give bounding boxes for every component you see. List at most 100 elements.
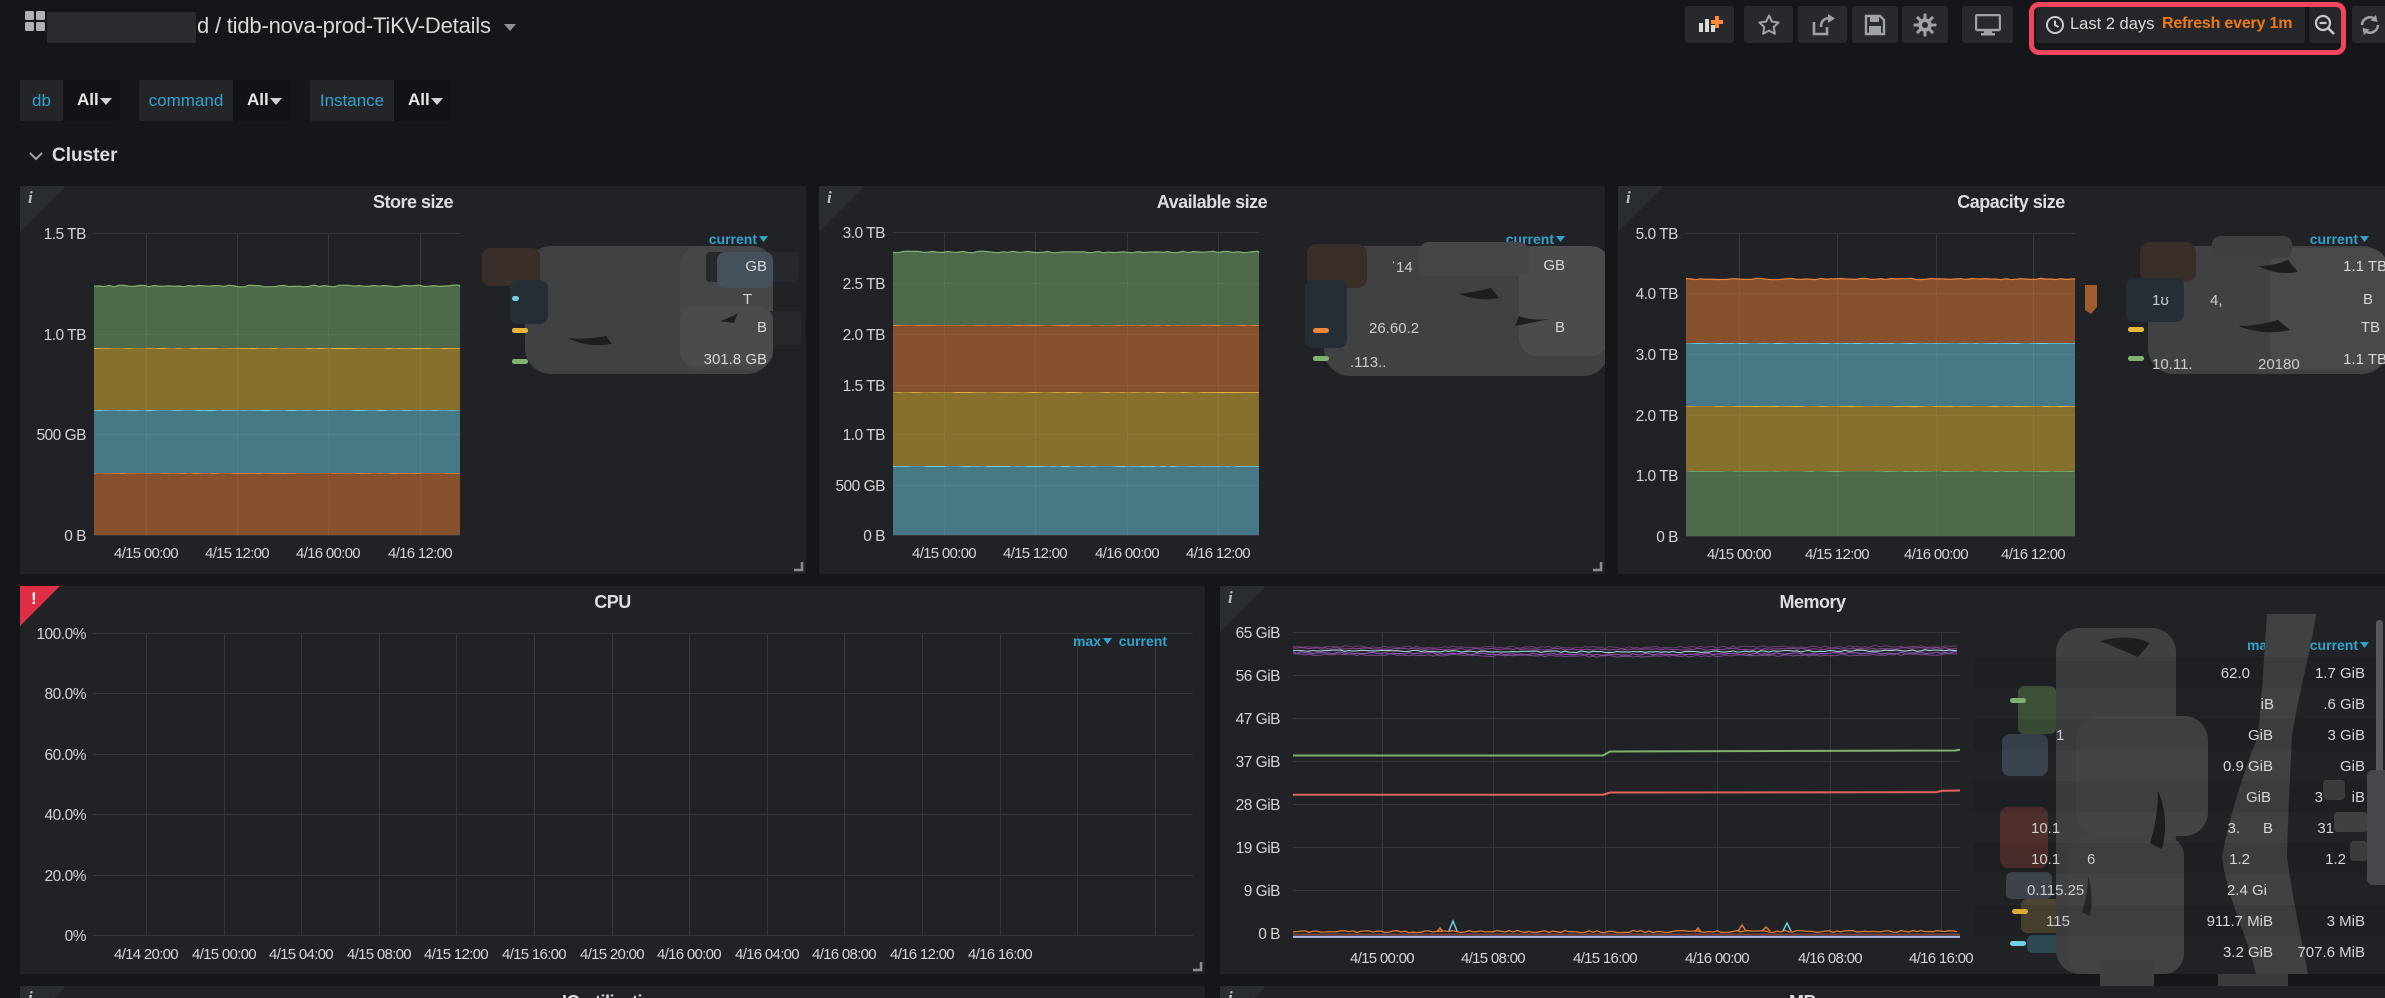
svg-text:4/15 12:00: 4/15 12:00 (424, 946, 488, 963)
svg-text:0.9 GiB: 0.9 GiB (2223, 758, 2273, 775)
svg-text:31: 31 (2317, 820, 2334, 837)
svg-text:4/15 08:00: 4/15 08:00 (1461, 950, 1525, 967)
svg-text:301.8 GB: 301.8 GB (704, 351, 767, 368)
svg-text:4/16 04:00: 4/16 04:00 (735, 946, 799, 963)
svg-text:iB: iB (2261, 696, 2274, 713)
svg-text:4,: 4, (2210, 292, 2223, 309)
svg-text:1.1 TB: 1.1 TB (2343, 351, 2385, 368)
svg-text:80.0%: 80.0% (45, 686, 87, 703)
svg-text:28 GiB: 28 GiB (1236, 797, 1281, 814)
svg-text:1.5 TB: 1.5 TB (44, 226, 87, 243)
svg-text:4/16 00:00: 4/16 00:00 (657, 946, 721, 963)
svg-text:current: current (709, 231, 758, 247)
svg-text:3.2 GiB: 3.2 GiB (2223, 944, 2273, 961)
svg-text:4/16 00:00: 4/16 00:00 (1685, 950, 1749, 967)
svg-text:4/16 08:00: 4/16 08:00 (812, 946, 876, 963)
svg-text:47 GiB: 47 GiB (1236, 711, 1281, 728)
svg-text:26.60.2: 26.60.2 (1369, 320, 1419, 337)
svg-text:4/15 00:00: 4/15 00:00 (1707, 546, 1771, 563)
svg-text:4/15 12:00: 4/15 12:00 (205, 545, 269, 562)
svg-text:1.0 TB: 1.0 TB (1636, 468, 1679, 485)
svg-text:GiB: GiB (2246, 789, 2271, 806)
svg-text:500 GB: 500 GB (36, 427, 86, 444)
svg-text:40.0%: 40.0% (45, 807, 87, 824)
svg-text:B: B (1555, 319, 1565, 336)
svg-text:B: B (2363, 291, 2373, 308)
svg-text:4.0 TB: 4.0 TB (1636, 286, 1679, 303)
svg-text:TB: TB (2361, 319, 2380, 336)
svg-text:9 GiB: 9 GiB (1244, 883, 1280, 900)
svg-text:4/16 12:00: 4/16 12:00 (388, 545, 452, 562)
svg-text:1.5 TB: 1.5 TB (843, 378, 886, 395)
svg-text:4/14 20:00: 4/14 20:00 (114, 946, 178, 963)
svg-text:2.0 TB: 2.0 TB (1636, 408, 1679, 425)
svg-text:4/15 12:00: 4/15 12:00 (1805, 546, 1869, 563)
svg-text:4/15 00:00: 4/15 00:00 (192, 946, 256, 963)
svg-text:4/16 12:00: 4/16 12:00 (2001, 546, 2065, 563)
svg-text:4/15 00:00: 4/15 00:00 (912, 545, 976, 562)
svg-text:GiB: GiB (2340, 758, 2365, 775)
svg-text:ˈ14: ˈ14 (1391, 259, 1413, 276)
svg-text:115: 115 (2046, 913, 2070, 930)
svg-text:current: current (2310, 231, 2359, 247)
svg-text:19 GiB: 19 GiB (1236, 840, 1281, 857)
svg-text:3.0 TB: 3.0 TB (843, 225, 886, 242)
svg-text:1.2: 1.2 (2229, 851, 2250, 868)
svg-text:56 GiB: 56 GiB (1236, 668, 1281, 685)
svg-text:0 B: 0 B (64, 528, 86, 545)
svg-text:4/15 16:00: 4/15 16:00 (1573, 950, 1637, 967)
svg-text:65 GiB: 65 GiB (1236, 625, 1281, 642)
svg-text:4/15 00:00: 4/15 00:00 (1350, 950, 1414, 967)
svg-text:4/15 00:00: 4/15 00:00 (114, 545, 178, 562)
svg-text:3.: 3. (2227, 820, 2240, 837)
svg-text:10.11.: 10.11. (2152, 356, 2193, 373)
svg-text:707.6 MiB: 707.6 MiB (2297, 944, 2365, 961)
svg-text:20.0%: 20.0% (45, 868, 87, 885)
svg-text:GB: GB (1543, 257, 1565, 274)
svg-text:4/16 00:00: 4/16 00:00 (1904, 546, 1968, 563)
svg-text:4/15 08:00: 4/15 08:00 (347, 946, 411, 963)
svg-text:4/15 20:00: 4/15 20:00 (580, 946, 644, 963)
svg-text:current: current (2310, 637, 2359, 653)
svg-text:1.1 TB: 1.1 TB (2343, 258, 2385, 275)
svg-text:500 GB: 500 GB (835, 478, 885, 495)
svg-text:iB: iB (2352, 789, 2365, 806)
svg-text:3: 3 (2315, 789, 2323, 806)
svg-text:4/15 04:00: 4/15 04:00 (269, 946, 333, 963)
svg-text:3 MiB: 3 MiB (2327, 913, 2365, 930)
svg-text:GiB: GiB (2248, 727, 2273, 744)
svg-text:4/16 16:00: 4/16 16:00 (968, 946, 1032, 963)
svg-text:B: B (757, 319, 767, 336)
svg-text:3 GiB: 3 GiB (2327, 727, 2365, 744)
svg-text:1.7 GiB: 1.7 GiB (2315, 665, 2365, 682)
svg-text:0 B: 0 B (1258, 926, 1280, 943)
svg-text:1.2: 1.2 (2325, 851, 2346, 868)
svg-text:60.0%: 60.0% (45, 747, 87, 764)
svg-text:4/16 08:00: 4/16 08:00 (1798, 950, 1862, 967)
svg-text:1ʊ: 1ʊ (2152, 292, 2169, 309)
svg-text:max: max (1073, 633, 1101, 649)
svg-text:GB: GB (745, 258, 767, 275)
svg-text:4/15 12:00: 4/15 12:00 (1003, 545, 1067, 562)
svg-text:2.4 Gi: 2.4 Gi (2227, 882, 2267, 899)
svg-text:4/16 16:00: 4/16 16:00 (1909, 950, 1973, 967)
svg-text:2.0 TB: 2.0 TB (843, 327, 886, 344)
svg-text:62.0: 62.0 (2221, 665, 2250, 682)
svg-text:4/16 12:00: 4/16 12:00 (890, 946, 954, 963)
svg-text:4/15 16:00: 4/15 16:00 (502, 946, 566, 963)
svg-text:4/16 12:00: 4/16 12:00 (1186, 545, 1250, 562)
svg-text:0 B: 0 B (863, 528, 885, 545)
svg-text:100.0%: 100.0% (36, 626, 86, 643)
svg-text:T: T (743, 291, 752, 308)
svg-text:1.0 TB: 1.0 TB (44, 327, 87, 344)
svg-text:B: B (2263, 820, 2273, 837)
svg-text:0 B: 0 B (1656, 529, 1678, 546)
svg-text:.113..: .113.. (1350, 354, 1386, 371)
svg-text:911.7 MiB: 911.7 MiB (2207, 913, 2273, 930)
svg-text:37 GiB: 37 GiB (1236, 754, 1281, 771)
svg-text:5.0 TB: 5.0 TB (1636, 226, 1679, 243)
svg-text:.6 GiB: .6 GiB (2323, 696, 2365, 713)
svg-text:0.115.25: 0.115.25 (2027, 882, 2084, 899)
svg-text:current: current (1119, 633, 1168, 649)
svg-text:2.5 TB: 2.5 TB (843, 276, 886, 293)
